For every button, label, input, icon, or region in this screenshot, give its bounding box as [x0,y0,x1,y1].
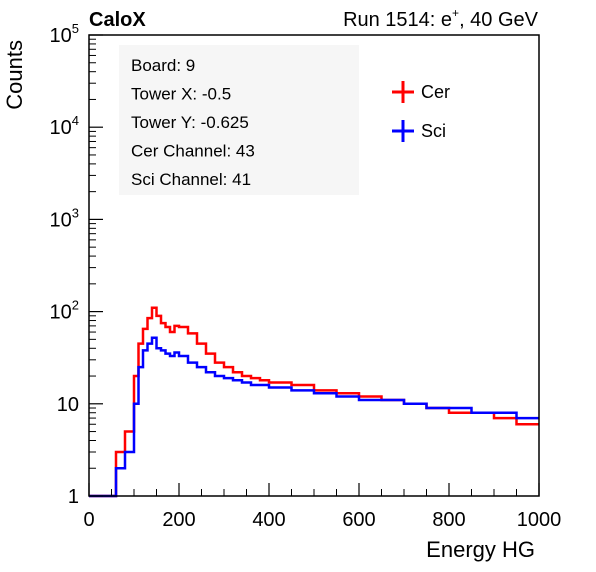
x-axis-title: Energy HG [426,537,535,562]
x-tick-label: 600 [342,509,375,531]
y-tick-label: 10 [57,394,79,416]
run-label: Run 1514: e+, 40 GeV [343,6,539,31]
series-layer [89,306,539,498]
x-tick-label: 800 [432,509,465,531]
y-axis-title: Counts [2,40,27,110]
run-label-prefix: Run 1514: e [343,9,452,31]
x-tick-label: 0 [83,509,94,531]
series-sci-line [89,336,539,498]
run-label-suffix: , 40 GeV [459,9,539,31]
info-line: Board: 9 [131,56,195,75]
info-line: Tower Y: -0.625 [131,113,249,132]
y-tick-label: 104 [50,113,79,139]
legend-label-sci: Sci [421,121,446,141]
experiment-label: CaloX [89,9,146,31]
info-line: Tower X: -0.5 [131,85,231,104]
y-tick-label: 1 [68,486,79,508]
y-axis: 1 10 102 103 104 105 [50,21,103,508]
x-axis: 0 200 400 600 800 1000 [83,483,561,531]
y-tick-label: 105 [50,21,79,47]
info-line: Sci Channel: 41 [131,170,251,189]
info-line: Cer Channel: 43 [131,142,255,161]
legend: Cer Sci [392,81,450,142]
run-label-superscript: + [452,6,459,20]
y-tick-label: 102 [50,298,79,324]
info-box-lines: Board: 9 Tower X: -0.5 Tower Y: -0.625 Cer … [131,56,255,189]
x-tick-label: 200 [162,509,195,531]
info-box [119,45,359,195]
legend-label-cer: Cer [421,82,450,102]
x-tick-label: 400 [252,509,285,531]
y-tick-label: 103 [50,205,79,231]
x-tick-label: 1000 [517,509,562,531]
